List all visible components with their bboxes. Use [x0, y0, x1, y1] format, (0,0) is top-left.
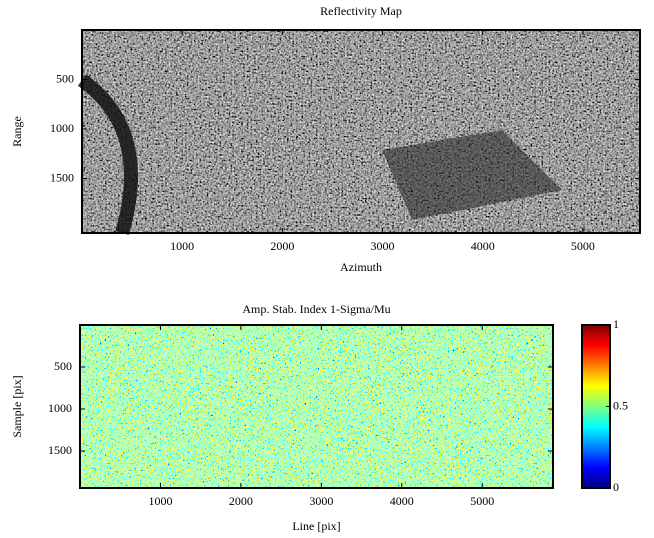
x-tick-label: 4000: [471, 239, 495, 253]
x-tick-label: 2000: [270, 239, 294, 253]
x-tick-label: 5000: [470, 494, 494, 508]
colorbar-tick-label: 0.5: [613, 398, 628, 412]
chart-title: Reflectivity Map: [320, 4, 402, 18]
y-tick-label: 1000: [48, 401, 72, 415]
colorbar-tick-label: 0: [613, 480, 619, 494]
x-tick-label: 3000: [309, 494, 333, 508]
x-axis-label: Azimuth: [340, 260, 382, 274]
x-tick-label: 5000: [571, 239, 595, 253]
y-tick-label: 1000: [50, 121, 74, 135]
image: [82, 30, 640, 233]
y-tick-label: 500: [56, 71, 74, 85]
y-tick-label: 500: [54, 359, 72, 373]
x-tick-label: 3000: [371, 239, 395, 253]
image: [80, 325, 553, 488]
x-tick-label: 4000: [390, 494, 414, 508]
x-axis-label: Line [pix]: [292, 519, 340, 533]
y-axis-label: Sample [pix]: [10, 375, 24, 437]
colorbar-tick-label: 1: [613, 317, 619, 331]
figure: 1000200030004000500050010001500Reflectiv…: [0, 0, 654, 538]
colorbar: [582, 325, 610, 488]
y-axis-label: Range: [10, 116, 24, 147]
x-tick-label: 2000: [229, 494, 253, 508]
x-tick-label: 1000: [170, 239, 194, 253]
y-tick-label: 1500: [48, 443, 72, 457]
chart-title: Amp. Stab. Index 1-Sigma/Mu: [242, 302, 390, 316]
y-tick-label: 1500: [50, 170, 74, 184]
x-tick-label: 1000: [148, 494, 172, 508]
